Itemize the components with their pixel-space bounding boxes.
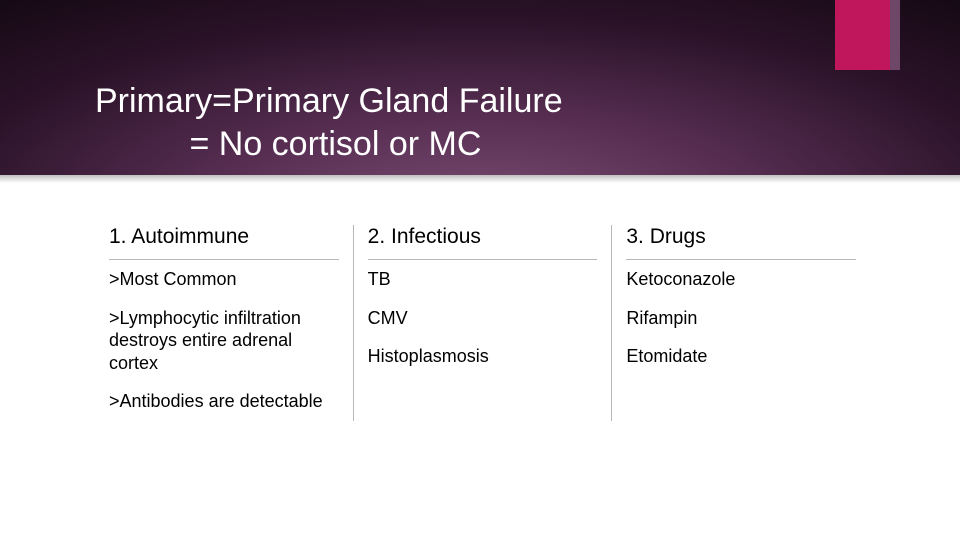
column-header: 2. Infectious	[368, 225, 598, 260]
column-infectious: 2. Infectious TB CMV Histoplasmosis	[353, 225, 612, 421]
accent-tab	[835, 0, 890, 70]
cell: CMV	[368, 299, 598, 338]
accent-tab-shadow	[890, 0, 900, 70]
column-drugs: 3. Drugs Ketoconazole Rifampin Etomidate	[611, 225, 870, 421]
cell: Etomidate	[626, 337, 856, 376]
column-autoimmune: 1. Autoimmune >Most Common >Lymphocytic …	[95, 225, 353, 421]
slide: Primary=Primary Gland Failure = No corti…	[0, 0, 960, 540]
column-header: 1. Autoimmune	[109, 225, 339, 260]
title-line1: Primary=Primary Gland Failure	[95, 82, 563, 120]
cell: TB	[368, 260, 598, 299]
cell: Histoplasmosis	[368, 337, 598, 376]
content-table: 1. Autoimmune >Most Common >Lymphocytic …	[95, 225, 870, 421]
slide-title: Primary=Primary Gland Failure = No corti…	[95, 80, 563, 165]
cell: Ketoconazole	[626, 260, 856, 299]
cell: >Lymphocytic infiltration destroys entir…	[109, 299, 339, 383]
column-header: 3. Drugs	[626, 225, 856, 260]
cell: >Antibodies are detectable	[109, 382, 339, 421]
cell: >Most Common	[109, 260, 339, 299]
cell: Rifampin	[626, 299, 856, 338]
title-line2: = No cortisol or MC	[95, 125, 481, 163]
header-shadow	[0, 175, 960, 183]
